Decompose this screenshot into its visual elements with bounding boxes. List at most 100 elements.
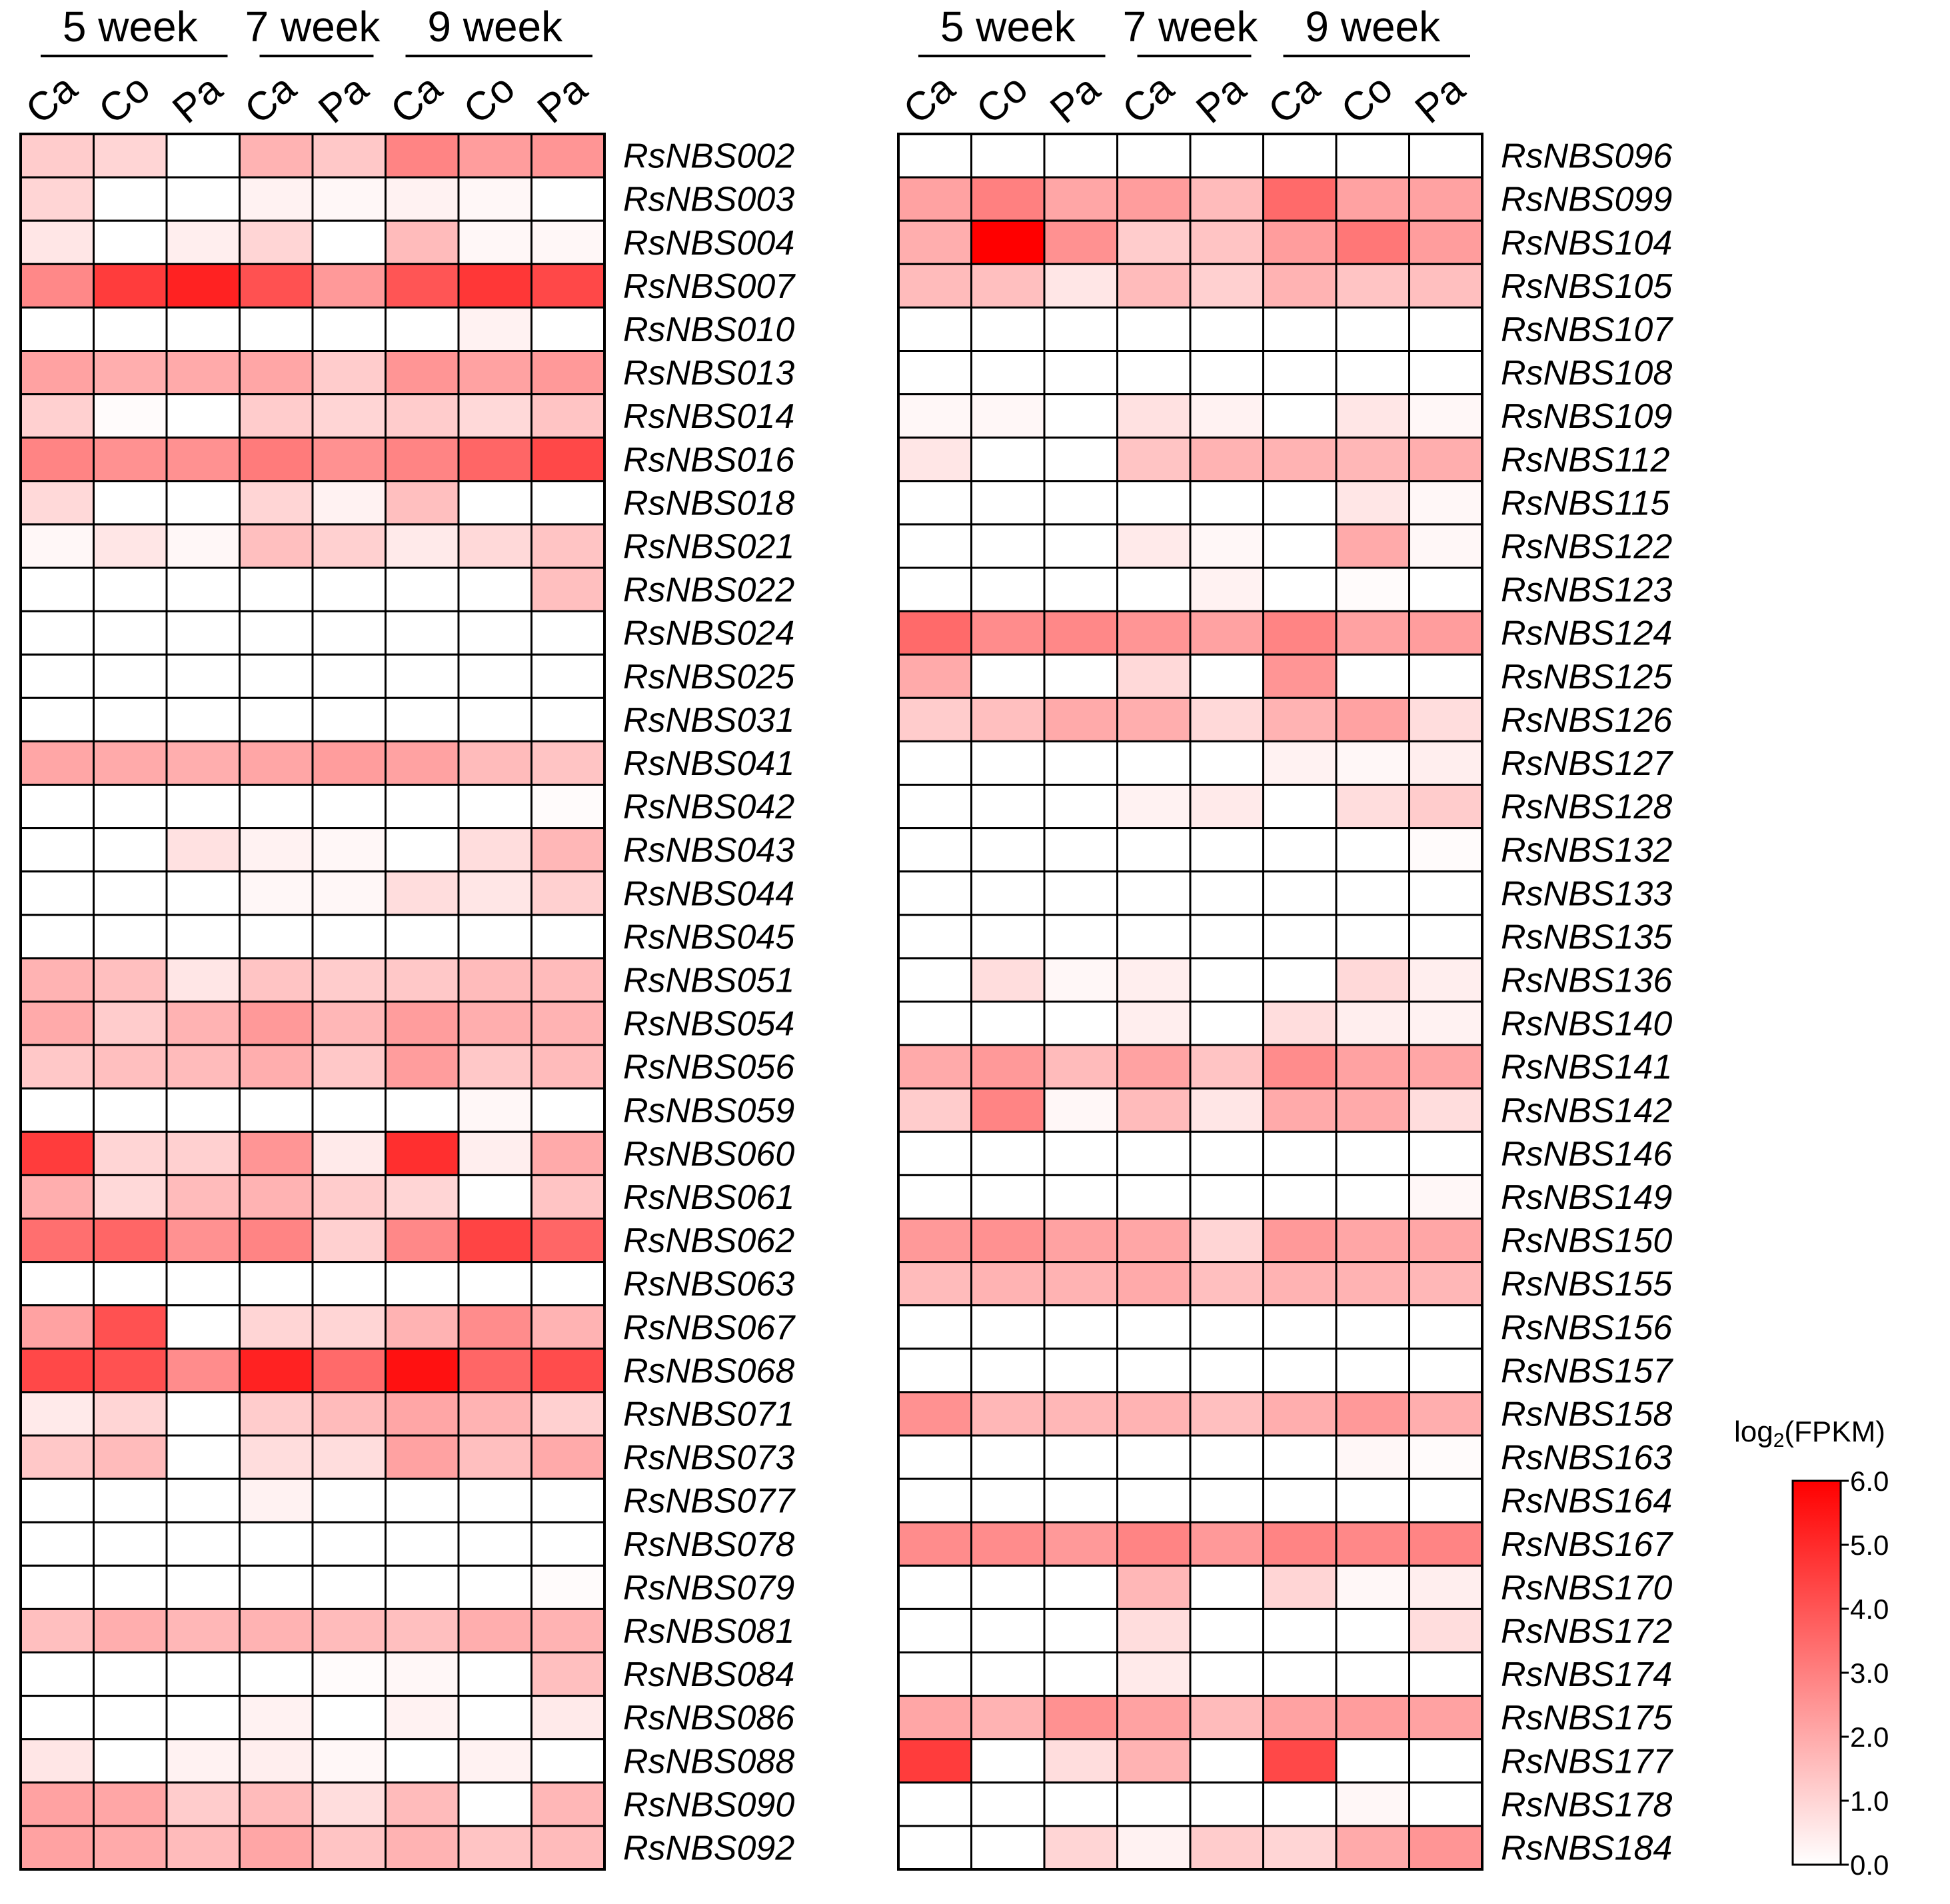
heatmap-cell xyxy=(311,1218,387,1264)
heatmap-cell xyxy=(239,1218,314,1264)
heatmap-cell xyxy=(1189,523,1264,569)
gene-label: RsNBS132 xyxy=(1501,831,1672,870)
heatmap-cell xyxy=(165,740,241,786)
heatmap-cell xyxy=(19,1521,95,1567)
heatmap-cell xyxy=(457,653,532,699)
heatmap-cell xyxy=(311,1044,387,1090)
heatmap-cell xyxy=(457,1304,532,1350)
heatmap-cell xyxy=(1116,653,1192,699)
heatmap-cell xyxy=(19,1218,95,1264)
heatmap-cell xyxy=(165,480,241,526)
gene-label: RsNBS002 xyxy=(623,137,794,176)
heatmap-cell xyxy=(530,1825,606,1871)
heatmap-cell xyxy=(897,1044,972,1090)
heatmap-cell xyxy=(1116,1477,1192,1523)
gene-label: RsNBS043 xyxy=(623,831,794,870)
heatmap-cell xyxy=(93,1087,168,1133)
heatmap-cell xyxy=(93,219,168,265)
heatmap-cell xyxy=(311,1000,387,1046)
heatmap-cell xyxy=(385,1477,460,1523)
heatmap-cell xyxy=(1408,480,1483,526)
heatmap-cell xyxy=(530,957,606,1003)
gene-label: RsNBS128 xyxy=(1501,788,1672,826)
heatmap-cell xyxy=(1335,696,1410,742)
heatmap-cell xyxy=(1116,696,1192,742)
heatmap-cell xyxy=(1335,1044,1410,1090)
heatmap-cell xyxy=(970,1825,1046,1871)
heatmap-cell xyxy=(1043,1564,1118,1610)
heatmap-cell xyxy=(385,1044,460,1090)
panel-border xyxy=(19,133,606,1871)
heatmap-cell xyxy=(1408,176,1483,222)
heatmap-cell xyxy=(165,1174,241,1220)
heatmap-cell xyxy=(1043,696,1118,742)
heatmap-cell xyxy=(457,437,532,482)
heatmap-cell xyxy=(1408,1825,1483,1871)
heatmap-cell xyxy=(457,176,532,222)
heatmap-cell xyxy=(311,870,387,916)
heatmap-cell xyxy=(897,523,972,569)
heatmap-cell xyxy=(530,1130,606,1176)
heatmap-cell xyxy=(165,827,241,873)
gene-label: RsNBS099 xyxy=(1501,181,1672,219)
heatmap-cell xyxy=(19,566,95,612)
heatmap-cell xyxy=(897,1781,972,1827)
heatmap-cell xyxy=(970,1261,1046,1307)
heatmap-cell xyxy=(1335,350,1410,396)
heatmap-cell xyxy=(457,306,532,352)
heatmap-cell xyxy=(239,176,314,222)
heatmap-cell xyxy=(165,393,241,439)
gene-label: RsNBS108 xyxy=(1501,354,1672,393)
heatmap-cell xyxy=(1189,914,1264,960)
column-label: Ca xyxy=(236,65,304,133)
heatmap-cell xyxy=(1116,1781,1192,1827)
heatmap-cell xyxy=(1335,870,1410,916)
heatmap-cell xyxy=(1116,566,1192,612)
heatmap-cell xyxy=(1189,696,1264,742)
column-label: Pa xyxy=(1188,66,1254,132)
heatmap-cell xyxy=(311,1130,387,1176)
heatmap-cell xyxy=(1189,437,1264,482)
heatmap-cell xyxy=(1335,1087,1410,1133)
heatmap-cell xyxy=(1116,610,1192,656)
group-label: 7 week xyxy=(245,3,381,51)
gene-label: RsNBS086 xyxy=(623,1699,794,1737)
column-label: Co xyxy=(90,65,158,133)
heatmap-cell xyxy=(897,1521,972,1567)
heatmap-cell xyxy=(1116,914,1192,960)
heatmap-cell xyxy=(239,1044,314,1090)
gene-label: RsNBS045 xyxy=(623,918,795,956)
heatmap-cell xyxy=(897,827,972,873)
heatmap-cell xyxy=(530,1477,606,1523)
heatmap-cell xyxy=(239,219,314,265)
heatmap-cell xyxy=(165,1087,241,1133)
heatmap-cell xyxy=(165,523,241,569)
heatmap-cell xyxy=(165,1521,241,1567)
heatmap-cell xyxy=(93,1825,168,1871)
heatmap-cell xyxy=(1262,1434,1338,1480)
heatmap-cell xyxy=(1408,1521,1483,1567)
heatmap-cell xyxy=(311,219,387,265)
heatmap-cell xyxy=(897,696,972,742)
heatmap-cell xyxy=(1262,740,1338,786)
heatmap-cell xyxy=(1335,133,1410,179)
heatmap-cell xyxy=(897,133,972,179)
heatmap-cell xyxy=(970,1304,1046,1350)
heatmap-cell xyxy=(93,1521,168,1567)
heatmap-cell xyxy=(970,1434,1046,1480)
heatmap-cell xyxy=(93,1391,168,1437)
heatmap-cell xyxy=(385,1261,460,1307)
legend-tick-label: 2.0 xyxy=(1850,1721,1889,1753)
heatmap-cell xyxy=(1043,1087,1118,1133)
heatmap-cell xyxy=(165,1348,241,1394)
heatmap-cell xyxy=(311,1261,387,1307)
heatmap-cell xyxy=(385,1434,460,1480)
heatmap-cell xyxy=(165,1607,241,1653)
heatmap-cell xyxy=(385,1391,460,1437)
heatmap-cell xyxy=(93,1130,168,1176)
heatmap-cell xyxy=(311,523,387,569)
heatmap-cell xyxy=(970,1391,1046,1437)
heatmap-cell xyxy=(1262,1564,1338,1610)
heatmap-cell xyxy=(1116,740,1192,786)
heatmap-cell xyxy=(165,1477,241,1523)
